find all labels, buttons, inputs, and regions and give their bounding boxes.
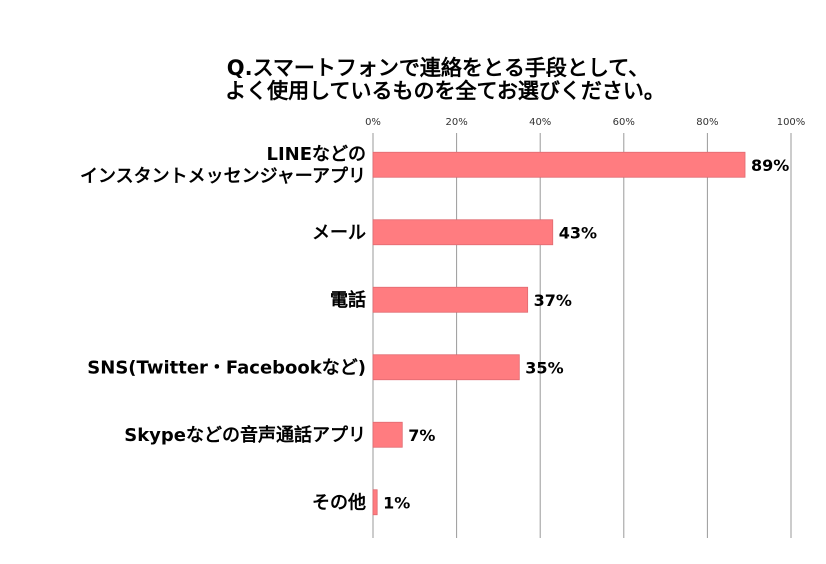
bar	[372, 151, 746, 178]
x-tick-label: 100%	[777, 117, 806, 128]
category-label: 電話	[330, 289, 366, 311]
chart-title-line-1: Q.スマートフォンで連絡をとる手段として、	[227, 56, 650, 80]
value-label: 43%	[559, 223, 597, 242]
value-label: 89%	[751, 156, 789, 175]
category-label: Skypeなどの音声通話アプリ	[124, 424, 366, 446]
category-label: SNS(Twitter・Facebookなど)	[87, 357, 366, 378]
value-label: 1%	[383, 493, 410, 512]
x-tick-label: 80%	[696, 117, 718, 128]
bar	[372, 286, 529, 313]
chart-title-line-2: よく使用しているものを全てお選びください。	[225, 79, 665, 103]
x-axis-ticks: 0% 20% 40% 60% 80% 100%	[365, 117, 805, 128]
bars	[372, 151, 746, 516]
category-label: インスタントメッセンジャーアプリ	[80, 165, 366, 187]
bar	[372, 354, 520, 381]
gridlines	[372, 133, 792, 538]
x-tick-label: 20%	[445, 117, 467, 128]
x-tick-label: 40%	[529, 117, 551, 128]
bar	[372, 489, 378, 516]
chart-title: Q.スマートフォンで連絡をとる手段として、 よく使用しているものを全てお選びくだ…	[225, 56, 665, 103]
value-label: 7%	[408, 426, 435, 445]
value-label: 37%	[534, 291, 572, 310]
category-label: メール	[312, 222, 366, 243]
bar	[372, 421, 403, 448]
category-label: その他	[312, 491, 366, 513]
x-tick-label: 0%	[365, 117, 381, 128]
category-label: LINEなどの	[266, 144, 366, 165]
value-label: 35%	[525, 358, 563, 377]
bar	[372, 219, 554, 246]
x-tick-label: 60%	[613, 117, 635, 128]
value-labels: 89% 43% 37% 35% 7% 1%	[383, 156, 789, 513]
